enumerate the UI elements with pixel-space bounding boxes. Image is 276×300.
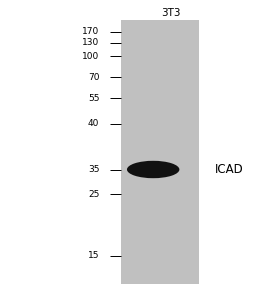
Text: 40: 40: [88, 119, 99, 128]
Text: 170: 170: [82, 27, 99, 36]
Text: 55: 55: [88, 94, 99, 103]
Text: 130: 130: [82, 38, 99, 47]
Ellipse shape: [127, 161, 179, 178]
Text: 15: 15: [88, 251, 99, 260]
Text: 100: 100: [82, 52, 99, 61]
Text: 35: 35: [88, 165, 99, 174]
Bar: [121, 20, 199, 283]
Text: 70: 70: [88, 73, 99, 82]
Text: 3T3: 3T3: [161, 8, 181, 17]
Text: ICAD: ICAD: [215, 163, 244, 176]
Text: 25: 25: [88, 190, 99, 199]
